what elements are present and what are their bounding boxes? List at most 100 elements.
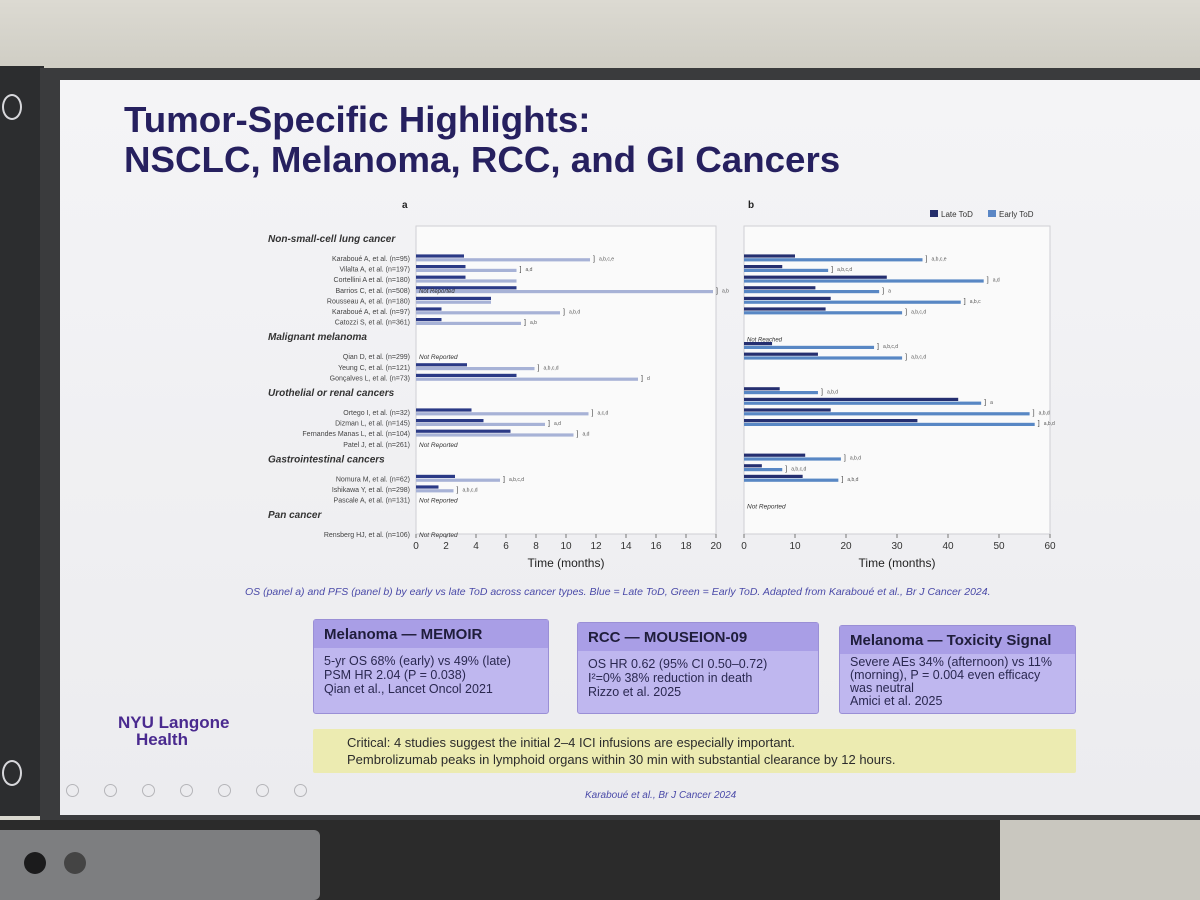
card-line: (morning), P = 0.004 even efficacy	[850, 668, 1041, 682]
significance-flag: a,b,d	[1044, 421, 1055, 427]
bar-early	[416, 258, 590, 262]
row-label: Barrios C, et al. (n=508)	[335, 288, 410, 295]
x-tick-label: 12	[590, 541, 602, 552]
not-reported-label: Not Reported	[419, 532, 458, 539]
not-reported-label: Not Reported	[747, 503, 786, 510]
x-tick-label: 6	[503, 541, 509, 552]
bar-late	[744, 265, 783, 269]
room-wall-top	[0, 0, 1200, 70]
critical-note: Critical: 4 studies suggest the initial …	[313, 729, 1076, 773]
bracket-icon: ]	[831, 267, 833, 274]
not-reported-label: Not Reported	[419, 498, 458, 505]
significance-flag: a,b,d	[827, 389, 838, 395]
edge-circle-icon	[2, 94, 22, 120]
toolbar-eraser-icon[interactable]	[180, 784, 193, 797]
x-tick-label: 50	[993, 541, 1005, 552]
legend-label: Late ToD	[941, 210, 973, 219]
row-label: Gonçalves L, et al. (n=73)	[330, 375, 410, 382]
bracket-icon: ]	[592, 410, 594, 417]
panel-label: b	[748, 200, 754, 211]
bar-early	[744, 356, 903, 360]
x-axis-label: Time (months)	[528, 556, 605, 570]
card-line: OS HR 0.62 (95% CI 0.50–0.72)	[588, 657, 768, 671]
card-line: Severe AEs 34% (afternoon) vs 11%	[850, 655, 1052, 669]
bar-late	[744, 474, 803, 478]
card-mouseion: RCC — MOUSEION-09 OS HR 0.62 (95% CI 0.5…	[577, 622, 819, 714]
row-label: Catozzi S, et al. (n=361)	[335, 320, 410, 327]
row-label: Rensberg HJ, et al. (n=106)	[324, 532, 410, 539]
bar-early	[744, 279, 984, 283]
group-label: Urothelial or renal cancers	[268, 388, 395, 399]
row-label: Pascale A, et al. (n=131)	[334, 498, 410, 505]
significance-flag: a,b,d	[569, 310, 580, 316]
bar-early	[744, 311, 903, 315]
legend-label: Early ToD	[999, 210, 1034, 219]
bracket-icon: ]	[577, 431, 579, 438]
bar-late	[416, 373, 517, 377]
x-tick-label: 4	[473, 541, 479, 552]
webcam-device	[0, 830, 320, 900]
bracket-icon: ]	[593, 256, 595, 263]
significance-flag: a,b	[722, 288, 729, 294]
left-monitor-bezel	[0, 66, 44, 816]
bracket-icon: ]	[1038, 421, 1040, 428]
toolbar-grid-icon[interactable]	[256, 784, 269, 797]
toolbar-more-icon[interactable]	[294, 784, 307, 797]
x-tick-label: 20	[840, 541, 852, 552]
bar-early	[416, 321, 521, 325]
note-line: Critical: 4 studies suggest the initial …	[347, 735, 795, 750]
bracket-icon: ]	[905, 309, 907, 316]
card-line: Rizzo et al. 2025	[588, 685, 682, 699]
bar-early	[416, 367, 535, 371]
not-reported-label: Not Reported	[419, 354, 458, 361]
x-tick-label: 30	[891, 541, 903, 552]
bar-early	[416, 433, 574, 437]
nyu-langone-logo: NYU Langone Health	[118, 714, 229, 748]
x-tick-label: 2	[443, 541, 449, 552]
note-line: Pembrolizumab peaks in lymphoid organs w…	[347, 752, 896, 767]
presentation-toolbar	[60, 780, 340, 800]
significance-flag: a,b,c,d	[544, 365, 559, 371]
plot-area	[743, 225, 1051, 535]
bracket-icon: ]	[641, 375, 643, 382]
toolbar-pen-icon[interactable]	[142, 784, 155, 797]
bracket-icon: ]	[882, 288, 884, 295]
toolbar-back-icon[interactable]	[66, 784, 79, 797]
toolbar-zoom-icon[interactable]	[218, 784, 231, 797]
significance-flag: a,b,c,d	[911, 310, 926, 316]
row-label: Karaboué A, et al. (n=95)	[332, 256, 410, 263]
bracket-icon: ]	[785, 466, 787, 473]
not-reported-label: Not Reported	[419, 442, 458, 449]
significance-flag: a,b,c,d	[883, 344, 898, 350]
bar-early	[744, 258, 923, 262]
bracket-icon: ]	[964, 298, 966, 305]
x-tick-label: 8	[533, 541, 539, 552]
bracket-icon: ]	[716, 288, 718, 295]
bar-late	[416, 419, 484, 423]
bar-late	[416, 485, 439, 489]
significance-flag: a,d	[554, 421, 561, 427]
group-label: Malignant melanoma	[268, 332, 367, 343]
significance-flag: a,c,d	[598, 411, 609, 417]
bracket-icon: ]	[538, 365, 540, 372]
x-tick-label: 10	[560, 541, 572, 552]
card-line: 5-yr OS 68% (early) vs 49% (late)	[324, 654, 511, 668]
card-line: was neutral	[850, 681, 914, 695]
bracket-icon: ]	[1033, 410, 1035, 417]
toolbar-forward-icon[interactable]	[104, 784, 117, 797]
bracket-icon: ]	[524, 320, 526, 327]
footer-citation: Karaboué et al., Br J Cancer 2024	[585, 790, 737, 801]
x-tick-label: 0	[413, 541, 419, 552]
row-label: Fernandes Manas L, et al. (n=104)	[302, 431, 410, 438]
bar-late	[744, 254, 795, 258]
group-label: Gastrointestinal cancers	[268, 454, 385, 465]
bar-early	[416, 489, 454, 493]
bar-early	[416, 412, 589, 416]
chart-panel-b: b 0 10 20 30 40 50 60 Time (months) Late ToD Early…	[741, 200, 1056, 570]
bar-late	[416, 408, 472, 412]
bar-late	[416, 296, 491, 300]
row-label: Cortellini A et al. (n=180)	[334, 277, 410, 284]
group-label: Pan cancer	[268, 510, 322, 521]
significance-flag: a,b,d	[1039, 411, 1050, 417]
bar-late	[744, 464, 762, 468]
